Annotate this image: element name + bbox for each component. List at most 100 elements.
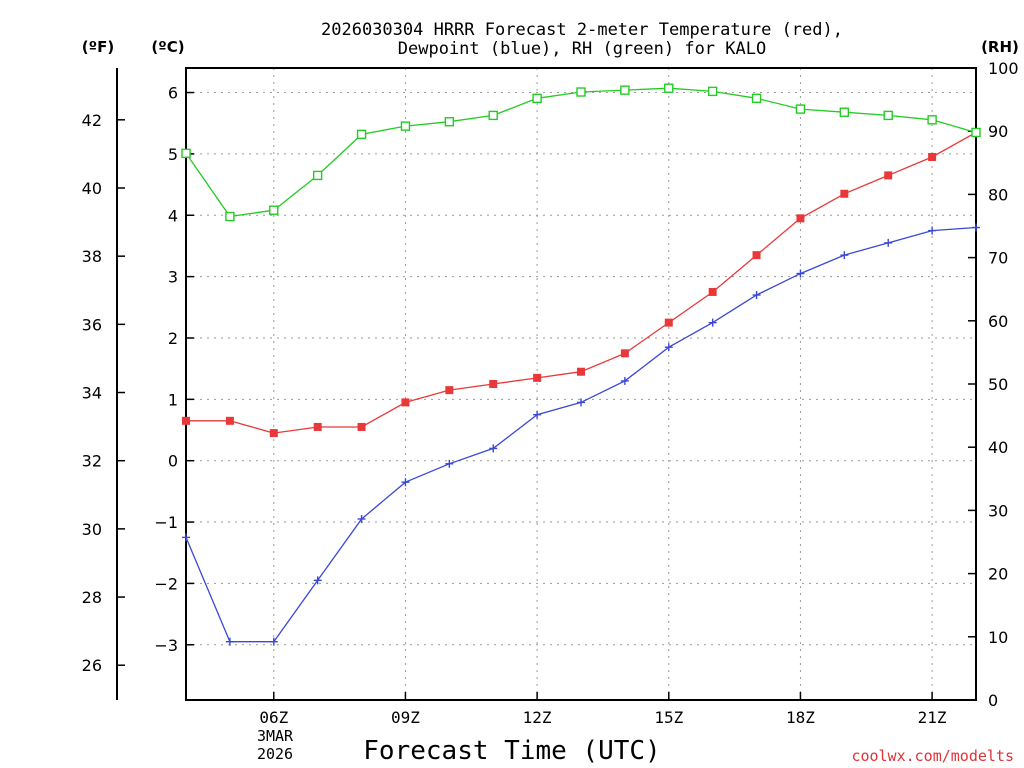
rh-point	[664, 83, 674, 93]
temperature-point	[357, 422, 366, 431]
celsius-tick-label: 3	[168, 268, 178, 287]
dewpoint-point	[489, 444, 498, 453]
dewpoint-point	[884, 238, 893, 247]
dewpoint-point	[577, 398, 585, 407]
credit-link[interactable]: coolwx.com/modelts	[851, 747, 1014, 765]
fahrenheit-tick-label: 28	[82, 588, 102, 607]
time-tick-label: 12Z	[523, 708, 552, 727]
dewpoint-point	[972, 223, 980, 232]
data-series	[181, 83, 981, 646]
rh-tick-label: 40	[988, 438, 1008, 457]
temperature-point	[489, 380, 498, 388]
fahrenheit-tick-label: 38	[82, 247, 102, 266]
temperature-point	[752, 251, 761, 260]
rh-tick-label: 80	[988, 185, 1008, 204]
fahrenheit-tick-label: 30	[82, 520, 102, 539]
temperature-line	[186, 131, 977, 434]
celsius-tick-label: −1	[154, 513, 178, 532]
celsius-tick-label: 5	[168, 145, 178, 164]
temperature-point	[840, 189, 849, 198]
temperature-point	[664, 318, 673, 327]
temperature-point	[708, 287, 717, 296]
x-axis-title: Forecast Time (UTC)	[363, 736, 660, 766]
dewpoint-point	[533, 410, 542, 419]
chart-title-line-1: 2026030304 HRRR Forecast 2-meter Tempera…	[321, 20, 843, 40]
rh-tick-label: 20	[988, 565, 1008, 584]
dewpoint-point	[269, 637, 278, 646]
rh-point	[488, 110, 498, 121]
fahrenheit-tick-label: 32	[82, 452, 102, 471]
dewpoint-point	[796, 269, 805, 278]
temperature-point	[401, 398, 410, 407]
fahrenheit-tick-label: 40	[82, 179, 102, 198]
celsius-tick-label: 0	[168, 452, 178, 471]
rh-point	[356, 129, 367, 140]
rh-tick-label: 50	[988, 375, 1008, 394]
celsius-tick-label: 4	[168, 206, 178, 225]
celsius-tick-label: 1	[168, 390, 178, 409]
fahrenheit-tick-label: 36	[82, 315, 102, 334]
rh-point	[751, 93, 762, 104]
temperature-point	[928, 152, 937, 161]
rh-point	[444, 117, 455, 127]
time-tick-label: 21Z	[918, 708, 947, 727]
rh-axis: 0 10 20 30 40 50 60 70 80 90 100	[968, 59, 1019, 710]
dewpoint-point	[182, 533, 190, 542]
unit-label-fahrenheit: (ºF)	[82, 38, 114, 56]
dewpoint-point	[225, 637, 234, 646]
chart-title-line-2: Dewpoint (blue), RH (green) for KALO	[398, 39, 766, 59]
temperature-point	[269, 429, 278, 438]
rh-point	[883, 110, 893, 121]
temperature-point	[796, 214, 805, 223]
rh-tick-label: 90	[988, 122, 1008, 141]
celsius-tick-label: −3	[154, 636, 178, 655]
temperature-point	[445, 386, 454, 395]
celsius-axis: −3 −2 −1 0 1 2 3 4 5 6	[154, 84, 194, 655]
dewpoint-point	[620, 376, 629, 385]
rh-point	[707, 86, 718, 97]
rh-point	[620, 85, 630, 95]
fahrenheit-tick-label: 34	[82, 384, 102, 403]
temperature-point	[225, 416, 234, 425]
temperature-point	[182, 416, 190, 425]
temperature-point	[884, 171, 893, 180]
rh-point	[225, 211, 235, 222]
fahrenheit-tick-label: 42	[82, 111, 102, 130]
date-label-year: 2026	[257, 745, 293, 763]
rh-tick-label: 100	[988, 59, 1019, 78]
dewpoint-line	[185, 226, 977, 643]
temperature-point	[577, 367, 585, 376]
dewpoint-point	[357, 514, 366, 523]
rh-point	[927, 115, 937, 125]
rh-point	[181, 148, 191, 159]
rh-tick-label: 30	[988, 501, 1008, 520]
time-tick-label: 09Z	[391, 708, 420, 727]
dewpoint-point	[928, 226, 937, 235]
celsius-tick-label: 2	[168, 329, 178, 348]
fahrenheit-tick-label: 26	[82, 656, 102, 675]
rh-point	[312, 170, 323, 181]
dewpoint-point	[840, 251, 849, 260]
time-tick-label: 18Z	[786, 708, 815, 727]
rh-tick-label: 70	[988, 249, 1008, 268]
rh-point	[532, 93, 542, 104]
rh-tick-label: 10	[988, 628, 1008, 647]
rh-point	[971, 127, 981, 138]
date-label-month: 3MAR	[257, 727, 294, 745]
time-tick-label: 06Z	[259, 708, 288, 727]
dewpoint-point	[752, 291, 761, 300]
time-axis: 06Z 09Z 12Z 15Z 18Z 21Z	[259, 692, 947, 727]
fahrenheit-axis: 26 28 30 32 34 36 38 40 42	[82, 111, 125, 675]
unit-label-rh: (RH)	[981, 38, 1019, 56]
celsius-tick-label: 6	[168, 84, 178, 103]
plot-frame	[185, 67, 977, 701]
rh-point	[795, 104, 806, 114]
dewpoint-point	[401, 478, 410, 487]
rh-point	[839, 107, 850, 117]
unit-label-celsius: (ºC)	[151, 38, 184, 56]
time-tick-label: 15Z	[654, 708, 683, 727]
temperature-point	[533, 373, 542, 382]
dewpoint-point	[313, 576, 322, 585]
rh-line	[185, 87, 977, 218]
